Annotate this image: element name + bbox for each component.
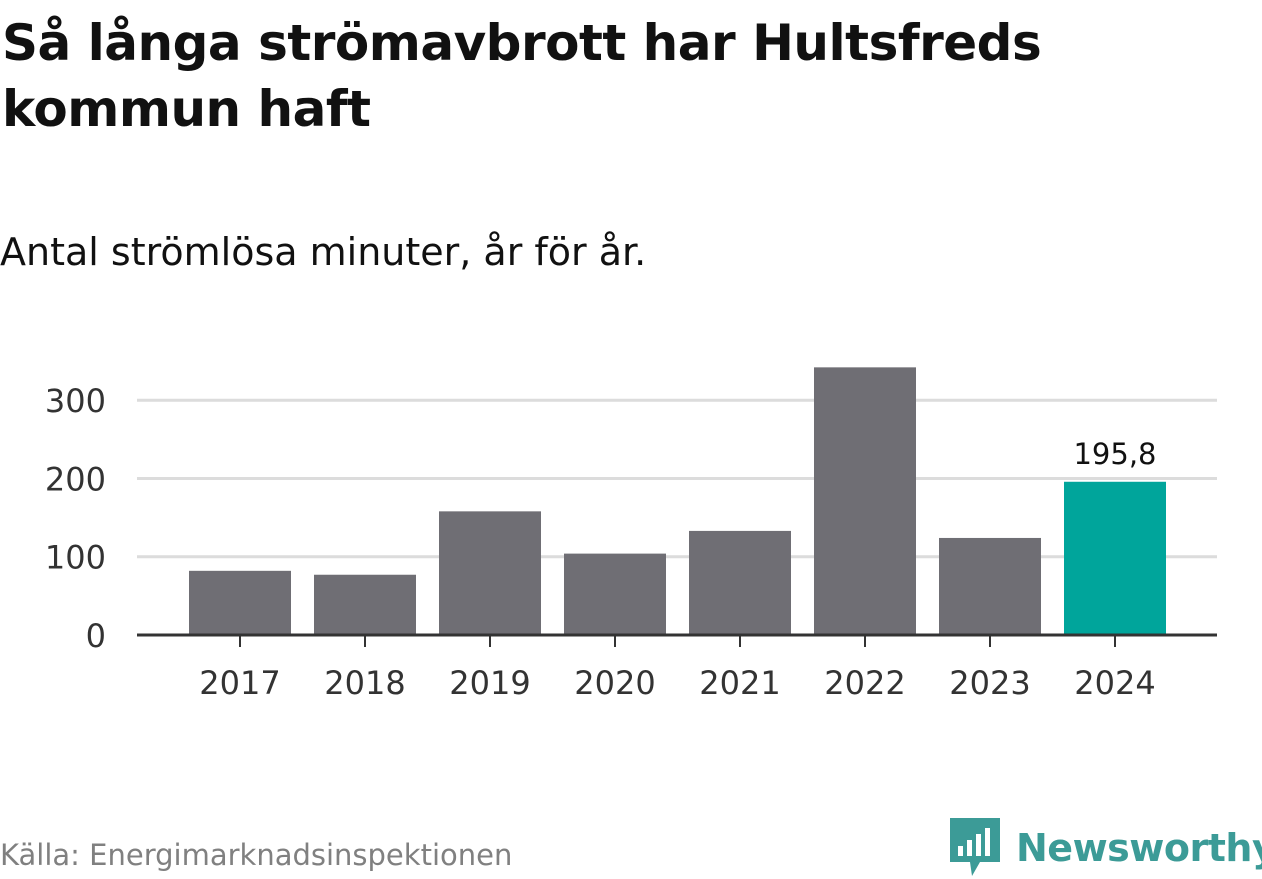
brand-name: Newsworthy bbox=[1016, 826, 1262, 870]
y-axis-ticks: 0 100 200 300 bbox=[45, 382, 106, 655]
x-axis: 2017 2018 2019 2020 2021 2022 2023 2024 bbox=[137, 633, 1217, 702]
x-tick-label: 2021 bbox=[699, 664, 780, 702]
bar-2023 bbox=[939, 537, 1041, 635]
data-labels: 195,8 bbox=[1073, 437, 1156, 471]
bars bbox=[189, 367, 1166, 635]
data-label: 195,8 bbox=[1073, 437, 1156, 471]
chart-title: Så långa strömavbrott har Hultsfreds kom… bbox=[2, 14, 1042, 138]
y-tick-label: 200 bbox=[45, 460, 106, 498]
y-tick-label: 100 bbox=[45, 539, 106, 577]
y-tick-label: 0 bbox=[86, 617, 106, 655]
gridlines bbox=[137, 398, 1217, 559]
y-tick-label: 300 bbox=[45, 382, 106, 420]
newsworthy-logo-icon bbox=[950, 818, 1000, 876]
brand-logo: Newsworthy bbox=[950, 818, 1262, 878]
bar-2024 bbox=[1064, 481, 1166, 635]
x-tick-label: 2024 bbox=[1074, 664, 1155, 702]
bar-2019 bbox=[439, 511, 541, 635]
bar-2020 bbox=[564, 553, 666, 635]
chart-subtitle: Antal strömlösa minuter, år för år. bbox=[0, 230, 647, 274]
x-tick-label: 2018 bbox=[324, 664, 405, 702]
source-note: Källa: Energimarknadsinspektionen bbox=[0, 838, 513, 872]
bar-2018 bbox=[314, 574, 416, 635]
x-tick-label: 2017 bbox=[199, 664, 280, 702]
bar-2022 bbox=[814, 367, 916, 635]
bar-2017 bbox=[189, 570, 291, 635]
x-tick-label: 2020 bbox=[574, 664, 655, 702]
x-tick-label: 2022 bbox=[824, 664, 905, 702]
bar-2021 bbox=[689, 530, 791, 635]
x-tick-label: 2019 bbox=[449, 664, 530, 702]
x-tick-label: 2023 bbox=[949, 664, 1030, 702]
